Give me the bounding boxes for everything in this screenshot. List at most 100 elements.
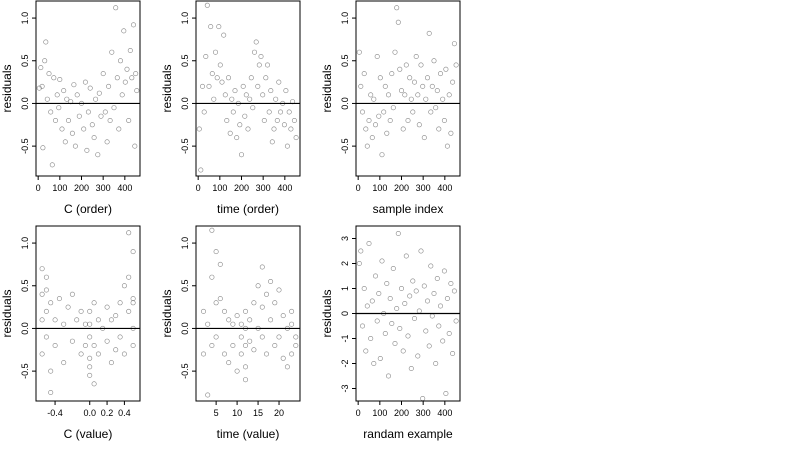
data-point xyxy=(104,338,110,344)
data-point xyxy=(222,308,228,314)
data-point xyxy=(441,268,447,274)
data-point xyxy=(263,75,269,81)
data-point xyxy=(95,317,101,323)
data-point xyxy=(415,353,421,359)
data-point xyxy=(382,83,388,89)
data-point xyxy=(408,365,414,371)
y-axis-label: residuals xyxy=(0,289,14,337)
data-point xyxy=(221,32,227,38)
data-point xyxy=(395,231,401,237)
data-point xyxy=(398,285,404,291)
data-point xyxy=(121,351,127,357)
data-point xyxy=(418,62,424,68)
data-point xyxy=(91,300,97,306)
data-point xyxy=(102,109,108,115)
y-tick-label: 1.0 xyxy=(20,12,30,25)
data-point xyxy=(407,293,413,299)
data-point xyxy=(416,122,422,128)
data-point xyxy=(436,126,442,132)
x-tick-label: 200 xyxy=(74,183,89,193)
data-point xyxy=(252,49,258,55)
data-point xyxy=(450,79,456,85)
data-point xyxy=(204,2,210,8)
data-point xyxy=(113,347,119,353)
data-point xyxy=(40,145,46,151)
data-point xyxy=(43,274,49,280)
data-point xyxy=(286,109,292,115)
data-point xyxy=(242,113,248,119)
x-tick-label: -0.4 xyxy=(47,408,63,418)
data-point xyxy=(198,167,204,173)
y-tick-label: 0 xyxy=(340,311,350,316)
data-point xyxy=(423,328,429,334)
data-point xyxy=(213,334,219,340)
data-point xyxy=(402,300,408,306)
data-point xyxy=(421,283,427,289)
data-point xyxy=(91,381,97,387)
data-point xyxy=(382,330,388,336)
data-point xyxy=(121,28,127,34)
data-point xyxy=(217,62,223,68)
data-point xyxy=(126,118,132,124)
data-point xyxy=(372,273,378,279)
data-point xyxy=(238,351,244,357)
x-tick-label: 100 xyxy=(212,183,227,193)
x-tick-label: 15 xyxy=(253,408,263,418)
x-axis-label: C (value) xyxy=(64,427,113,441)
data-point xyxy=(379,258,385,264)
y-tick-label: -0.5 xyxy=(340,138,350,154)
data-point xyxy=(222,92,228,98)
data-point xyxy=(222,351,228,357)
data-point xyxy=(59,126,65,132)
data-point xyxy=(451,288,457,294)
data-point xyxy=(413,53,419,59)
data-point xyxy=(374,318,380,324)
data-point xyxy=(214,75,220,81)
data-point xyxy=(226,75,232,81)
data-point xyxy=(255,83,261,89)
data-point xyxy=(61,321,67,327)
y-axis-label: residuals xyxy=(160,64,174,112)
data-point xyxy=(107,118,113,124)
y-tick-label: 0.0 xyxy=(180,322,190,335)
data-point xyxy=(400,348,406,354)
data-point xyxy=(227,130,233,136)
data-point xyxy=(82,79,88,85)
x-tick-label: 300 xyxy=(416,408,431,418)
data-point xyxy=(431,290,437,296)
data-point xyxy=(264,62,270,68)
data-point xyxy=(113,5,119,11)
x-axis-label: time (order) xyxy=(217,202,279,216)
data-point xyxy=(91,135,97,141)
data-point xyxy=(211,96,217,102)
y-tick-label: -2 xyxy=(340,359,350,367)
data-point xyxy=(434,88,440,94)
data-point xyxy=(104,304,110,310)
data-point xyxy=(238,334,244,340)
data-point xyxy=(126,230,132,236)
x-tick-label: 400 xyxy=(117,183,132,193)
data-point xyxy=(239,152,245,158)
data-point xyxy=(363,348,369,354)
data-point xyxy=(364,143,370,149)
data-point xyxy=(359,109,365,115)
x-tick-label: 100 xyxy=(372,183,387,193)
y-tick-label: 1 xyxy=(340,286,350,291)
x-tick-label: 0 xyxy=(356,408,361,418)
data-point xyxy=(129,75,135,81)
x-tick-label: 100 xyxy=(52,183,67,193)
data-point xyxy=(247,317,253,323)
x-axis-label: sample index xyxy=(373,202,444,216)
data-point xyxy=(369,298,375,304)
data-point xyxy=(385,373,391,379)
data-point xyxy=(410,278,416,284)
data-point xyxy=(71,82,77,88)
data-point xyxy=(392,340,398,346)
data-point xyxy=(259,334,265,340)
data-point xyxy=(114,75,120,81)
data-point xyxy=(392,49,398,55)
panel-6: 0 100 200 300 400 -3 -2 -1 0 1 2 3 randam example res… xyxy=(320,225,461,441)
data-point xyxy=(84,147,90,153)
data-point xyxy=(243,364,249,370)
